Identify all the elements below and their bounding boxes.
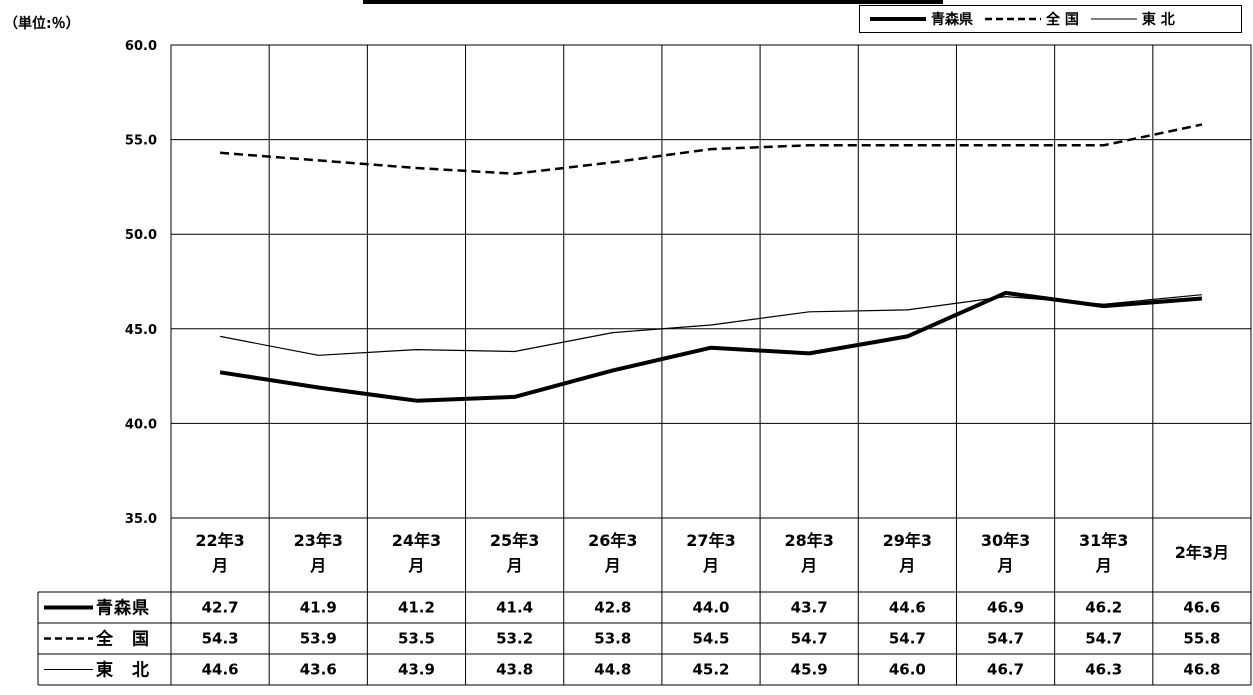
- table-cell: 46.3: [1085, 661, 1122, 679]
- table-cell: 42.8: [594, 599, 631, 617]
- legend-label-tohoku: 東 北: [1141, 12, 1175, 28]
- x-category-label: 23年3 月: [294, 531, 343, 575]
- table-cell: 53.2: [496, 630, 533, 648]
- x-category-label: 22年3 月: [195, 531, 244, 575]
- legend-swatch-tohoku: [1090, 18, 1137, 20]
- table-cell: 42.7: [202, 599, 239, 617]
- unit-label: （単位:％）: [4, 16, 80, 32]
- x-category-label: 26年3 月: [588, 531, 637, 575]
- table-cell: 46.2: [1085, 599, 1122, 617]
- table-cell: 43.7: [791, 599, 828, 617]
- table-cell: 46.0: [889, 661, 926, 679]
- table-cell: 45.9: [791, 661, 828, 679]
- series-line-0: [219, 290, 1203, 403]
- x-category-label: 25年3 月: [490, 531, 539, 575]
- table-cell: 43.9: [398, 661, 435, 679]
- table-cell: 44.8: [594, 661, 631, 679]
- table-cell: 44.6: [889, 599, 926, 617]
- table-cell: 54.7: [987, 630, 1024, 648]
- legend-swatch-aomori: [870, 17, 926, 21]
- series-lines: [219, 123, 1203, 403]
- x-category-label: 29年3 月: [883, 531, 932, 575]
- y-tick-label: 60.0: [125, 39, 157, 54]
- legend-item-tohoku: 東 北: [1089, 9, 1175, 29]
- legend-swatch-national: [985, 17, 1041, 21]
- y-tick-label: 50.0: [125, 228, 157, 243]
- table-cell: 46.8: [1183, 661, 1220, 679]
- table-cell: 54.5: [692, 630, 729, 648]
- legend-item-national: 全 国: [983, 9, 1079, 29]
- table-cell: 41.4: [496, 599, 533, 617]
- table-cell: 41.2: [398, 599, 435, 617]
- table-cell: 54.7: [1085, 630, 1122, 648]
- title-bar: [363, 0, 943, 4]
- plot-frame: [170, 44, 1252, 519]
- data-table: 22年3 月 23年3 月 24年3 月 25年3 月 26年3 月 27年3 月 28年3 月 29年3 月…: [37, 518, 1252, 686]
- x-category-label: 24年3 月: [392, 531, 441, 575]
- table-cell: 43.6: [300, 661, 337, 679]
- table-cell: 54.3: [202, 630, 239, 648]
- table-cell: 44.6: [202, 661, 239, 679]
- table-cell: 41.9: [300, 599, 337, 617]
- x-category-label: 30年3 月: [981, 531, 1030, 575]
- table-cell: 44.0: [692, 599, 729, 617]
- table-cell: 46.6: [1183, 599, 1220, 617]
- y-tick-label: 35.0: [125, 512, 157, 527]
- legend-label-aomori: 青森県: [931, 12, 973, 28]
- x-category-label: 31年3 月: [1079, 531, 1128, 575]
- series-line-1: [220, 123, 1203, 175]
- y-tick-label: 40.0: [125, 417, 157, 432]
- table-cell: 53.5: [398, 630, 435, 648]
- row-label: 全 国: [95, 629, 150, 650]
- plot-grid: [170, 44, 1252, 592]
- table-cell: 46.7: [987, 661, 1024, 679]
- table-cell: 54.7: [889, 630, 926, 648]
- y-tick-label: 45.0: [125, 323, 157, 338]
- y-axis: 60.0 55.0 50.0 45.0 40.0 35.0: [125, 39, 157, 527]
- table-cell: 53.8: [594, 630, 631, 648]
- table-cell: 53.9: [300, 630, 337, 648]
- row-label: 青森県: [96, 598, 150, 619]
- table-cell: 55.8: [1183, 630, 1220, 648]
- table-cell: 43.8: [496, 661, 533, 679]
- x-category-label: 27年3 月: [686, 531, 735, 575]
- legend-label-national: 全 国: [1046, 12, 1079, 28]
- legend: 青森県 全 国 東 北: [859, 5, 1242, 33]
- x-category-label: 28年3 月: [784, 531, 833, 575]
- row-label: 東 北: [96, 660, 150, 681]
- y-tick-label: 55.0: [125, 134, 157, 149]
- legend-item-aomori: 青森県: [868, 9, 973, 29]
- x-category-label: 2年3月: [1175, 543, 1229, 562]
- table-cell: 45.2: [692, 661, 729, 679]
- table-cell: 54.7: [791, 630, 828, 648]
- table-cell: 46.9: [987, 599, 1024, 617]
